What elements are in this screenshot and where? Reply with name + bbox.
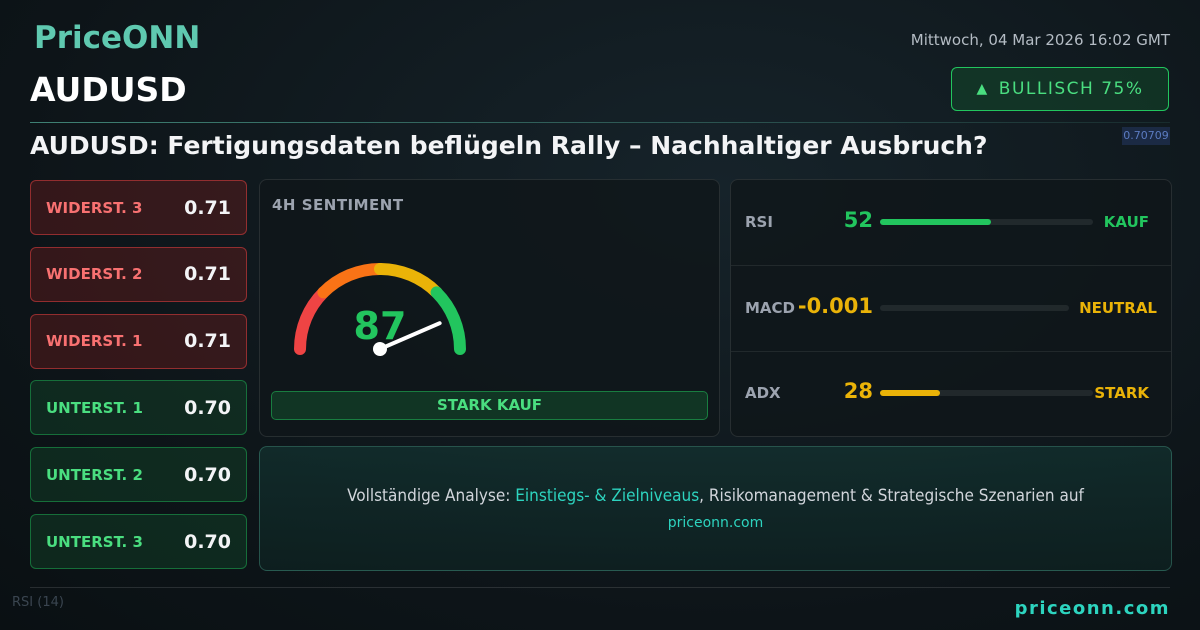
level-label: WIDERST. 2 xyxy=(46,265,143,284)
indicator-name: ADX xyxy=(745,384,781,402)
divider xyxy=(30,122,1170,123)
footer-divider xyxy=(30,587,1170,588)
indicator-track xyxy=(880,390,1093,396)
level-value: 0.71 xyxy=(184,196,231,219)
gauge-arc xyxy=(294,286,330,355)
cta-highlight: Einstiegs- & Zielniveaus xyxy=(515,486,700,506)
indicator-name: MACD xyxy=(745,298,795,317)
badge-text: BULLISCH 75% xyxy=(998,79,1144,99)
indicator-bar xyxy=(880,390,940,396)
level-value: 0.71 xyxy=(184,330,231,353)
indicator-signal: NEUTRAL xyxy=(1079,298,1157,317)
indicator-value: 52 xyxy=(843,208,873,232)
indicator-track xyxy=(880,304,1069,311)
gauge: 87 xyxy=(294,263,466,356)
gauge-arc xyxy=(317,263,386,299)
arrow-icon: ▲ xyxy=(976,81,989,97)
cta-text: Vollständige Analyse: Einstiegs- & Zieln… xyxy=(260,486,1171,506)
sentiment-panel: 4H SENTIMENT 87 STARK KAUF xyxy=(259,179,720,437)
needle-hub xyxy=(373,342,387,356)
cta-rest: , Risikomanagement & Strategische Szenar… xyxy=(699,486,1084,506)
indicator-track xyxy=(880,219,1093,225)
level: WIDERST. 2 0.71 xyxy=(30,246,247,302)
bg-price-label: 0.70709 xyxy=(1122,127,1170,145)
level-label: UNTERST. 2 xyxy=(46,465,143,484)
level-value: 0.70 xyxy=(184,396,231,419)
level-value: 0.70 xyxy=(184,530,231,553)
level: UNTERST. 3 0.70 xyxy=(30,514,247,569)
level-value: 0.71 xyxy=(184,263,231,286)
brand: PriceONN xyxy=(34,20,201,56)
bg-indicator-label: RSI (14) xyxy=(12,595,64,610)
datetime: Mittwoch, 04 Mar 2026 16:02 GMT xyxy=(910,31,1170,49)
sentiment-label: STARK KAUF xyxy=(271,391,708,420)
indicator-signal: STARK xyxy=(1094,384,1149,402)
level: WIDERST. 3 0.71 xyxy=(30,180,247,235)
indicator-row: MACD -0.001 NEUTRAL xyxy=(731,266,1171,352)
sentiment-badge: ▲ BULLISCH 75% xyxy=(951,67,1169,111)
level: UNTERST. 2 0.70 xyxy=(30,447,247,503)
level-label: WIDERST. 1 xyxy=(46,332,143,351)
indicator-name: RSI xyxy=(745,213,773,231)
gauge-arc xyxy=(430,286,466,355)
level-label: UNTERST. 1 xyxy=(46,398,143,417)
indicator-row: RSI 52 KAUF xyxy=(731,180,1171,266)
gauge-needle xyxy=(378,321,442,351)
headline: AUDUSD: Fertigungsdaten beflügeln Rally … xyxy=(30,131,988,160)
indicator-bar xyxy=(880,219,991,225)
gauge-arc xyxy=(374,263,443,299)
indicator-value: 28 xyxy=(843,379,873,403)
footer-site[interactable]: priceonn.com xyxy=(1014,598,1170,619)
indicator-row: ADX 28 STARK xyxy=(731,351,1171,436)
cta-link[interactable]: priceonn.com xyxy=(667,515,764,531)
indicator-panel: RSI 52 KAUF MACD -0.001 NEUTRAL ADX 28 STARK xyxy=(730,179,1172,437)
level: WIDERST. 1 0.71 xyxy=(30,313,247,369)
indicator-value: -0.001 xyxy=(797,293,873,318)
sentiment-title: 4H SENTIMENT xyxy=(272,196,404,214)
level-label: UNTERST. 3 xyxy=(46,532,143,551)
indicator-signal: KAUF xyxy=(1103,213,1149,231)
symbol: AUDUSD xyxy=(30,70,187,109)
cta-panel: Vollständige Analyse: Einstiegs- & Zieln… xyxy=(259,446,1172,571)
level-value: 0.70 xyxy=(184,463,231,486)
cta-intro: Vollständige Analyse: xyxy=(347,486,516,506)
level: UNTERST. 1 0.70 xyxy=(30,380,247,436)
level-label: WIDERST. 3 xyxy=(46,198,143,217)
